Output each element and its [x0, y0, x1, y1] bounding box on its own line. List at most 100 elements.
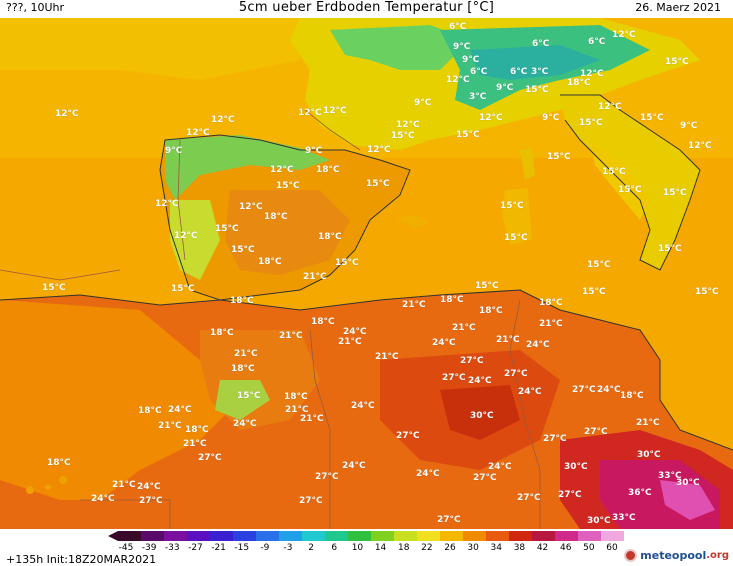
temperature-label: 21°C — [300, 414, 324, 424]
temperature-label: 18°C — [440, 295, 464, 305]
temperature-label: 33°C — [612, 513, 636, 523]
colorbar-tick-label: 10 — [351, 543, 364, 553]
model-run-info: +135h Init:18Z20MAR2021 — [6, 553, 157, 566]
colorbar-segment — [463, 531, 487, 541]
colorbar-segment — [118, 531, 142, 541]
colorbar-tick-label: -3 — [283, 543, 293, 553]
colorbar-tick-label: 50 — [583, 543, 595, 553]
italy-coastline — [560, 94, 701, 271]
canary-island — [26, 486, 34, 494]
border-line — [177, 139, 186, 261]
meteopool-logo[interactable]: meteopool .org — [624, 547, 729, 563]
colorbar-tick-label: 34 — [490, 543, 503, 553]
temperature-label: 12°C — [323, 106, 347, 116]
temperature-label: 12°C — [270, 165, 294, 175]
temperature-label: 12°C — [186, 128, 210, 138]
temperature-label: 24°C — [526, 340, 550, 350]
temperature-label: 18°C — [264, 212, 288, 222]
temperature-label: 15°C — [618, 185, 642, 195]
temperature-label: 18°C — [230, 296, 254, 306]
colorbar-segment — [417, 531, 441, 541]
temperature-label: 18°C — [316, 165, 340, 175]
colorbar-tick-label: 18 — [397, 543, 410, 553]
balearic-islands — [395, 215, 430, 228]
temperature-label: 12°C — [55, 109, 79, 119]
temperature-label: 24°C — [432, 338, 456, 348]
temperature-label: 15°C — [695, 287, 719, 297]
temperature-label: 6°C — [510, 67, 528, 77]
france-cool-patch — [330, 25, 470, 70]
colorbar-tick-label: -21 — [211, 543, 226, 553]
colorbar-segment — [601, 531, 624, 541]
forecast-date: 26. Maerz 2021 — [635, 1, 721, 14]
atlas-cool-patch — [215, 380, 270, 420]
sardinia — [502, 188, 532, 245]
canary-island — [59, 476, 67, 484]
temperature-label: 15°C — [456, 130, 480, 140]
map-header: ???, 10Uhr 5cm ueber Erdboden Temperatur… — [0, 0, 733, 18]
temperature-label: 27°C — [198, 453, 222, 463]
temperature-label: 12°C — [580, 69, 604, 79]
portugal-cool — [170, 200, 220, 280]
temperature-label: 21°C — [496, 335, 520, 345]
temperature-label: 9°C — [305, 146, 323, 156]
morocco-coast — [0, 300, 240, 500]
atlantic-cool-zone — [0, 18, 300, 80]
colorbar-tick-label: -45 — [118, 543, 134, 553]
temperature-label: 24°C — [518, 387, 542, 397]
temperature-label: 15°C — [658, 244, 682, 254]
temperature-label: 27°C — [473, 473, 497, 483]
temperature-label: 18°C — [138, 406, 162, 416]
border-line — [0, 269, 121, 281]
colorbar-tick-label: 6 — [331, 543, 338, 553]
colorbar-tick-label: 38 — [513, 543, 526, 553]
temperature-label: 9°C — [165, 146, 183, 156]
temperature-label: 6°C — [532, 39, 550, 49]
temperature-label: 15°C — [366, 179, 390, 189]
temperature-label: 18°C — [210, 328, 234, 338]
temperature-label: 30°C — [587, 516, 611, 526]
colorbar-segment — [394, 531, 418, 541]
temperature-map: 6°C 9°C 12°C 6°C 6°C 15°C 9°C 6°C 6°C 3°C 12°C 12°C… — [0, 18, 733, 529]
temperature-label: 12°C — [396, 120, 420, 130]
temperature-label: 15°C — [500, 201, 524, 211]
colorbar-segment — [210, 531, 234, 541]
temperature-colorbar — [108, 531, 624, 541]
colorbar-tick-label: 26 — [444, 543, 456, 553]
temperature-label: 24°C — [351, 401, 375, 411]
colorbar-min-arrow — [108, 531, 118, 541]
temperature-label: 15°C — [525, 85, 549, 95]
temperature-label: 15°C — [42, 283, 66, 293]
iberia-coastline — [159, 134, 411, 301]
border-line — [309, 329, 331, 529]
colorbar-tick-label: -9 — [260, 543, 270, 553]
colorbar-segment — [141, 531, 165, 541]
sahara-hotter-zone — [440, 385, 520, 440]
temperature-label: 21°C — [303, 272, 327, 282]
border-line — [509, 299, 541, 529]
colorbar-tick-label: 2 — [308, 543, 315, 553]
temperature-label: 15°C — [602, 167, 626, 177]
africa-coastline — [0, 289, 733, 451]
temperature-label: 27°C — [584, 427, 608, 437]
temperature-label: 18°C — [185, 425, 209, 435]
temperature-label: 15°C — [171, 284, 195, 294]
temperature-label: 30°C — [637, 450, 661, 460]
colorbar-ticks: -45 -39 -33 -27 -21 -15 -9 -3 2 6 10 14 18 22 26 30 34 38… — [108, 543, 624, 555]
temperature-label: 27°C — [460, 356, 484, 366]
colorbar-tick-label: 30 — [467, 543, 479, 553]
temperature-label: 9°C — [414, 98, 432, 108]
temperature-label: 15°C — [231, 245, 255, 255]
temperature-label: 12°C — [612, 30, 636, 40]
colorbar-segment — [233, 531, 257, 541]
temperature-label: 3°C — [531, 67, 549, 77]
map-canvas — [0, 18, 733, 529]
colorbar-tick-label: -15 — [234, 543, 250, 553]
colorbar-tick-label: -39 — [141, 543, 157, 553]
border-line — [80, 499, 171, 529]
temperature-label: 15°C — [663, 188, 687, 198]
temperature-label: 12°C — [298, 108, 322, 118]
temperature-label: 21°C — [375, 352, 399, 362]
temperature-label: 33°C — [658, 471, 682, 481]
colorbar-segment — [325, 531, 349, 541]
